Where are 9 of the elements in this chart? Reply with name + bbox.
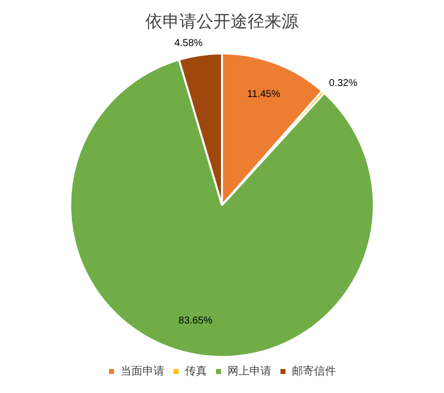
data-label: 0.32% [328, 78, 358, 89]
data-label: 4.58% [174, 38, 203, 49]
legend-label: 传真 [185, 364, 207, 378]
chart-title: 依申请公开途径来源 [146, 12, 298, 31]
data-label: 11.45% [247, 89, 280, 100]
legend-label: 当面申请 [120, 364, 164, 378]
legend-label: 邮寄信件 [292, 364, 336, 378]
legend-label: 网上申请 [228, 364, 272, 378]
data-label: 83.65% [178, 315, 213, 326]
